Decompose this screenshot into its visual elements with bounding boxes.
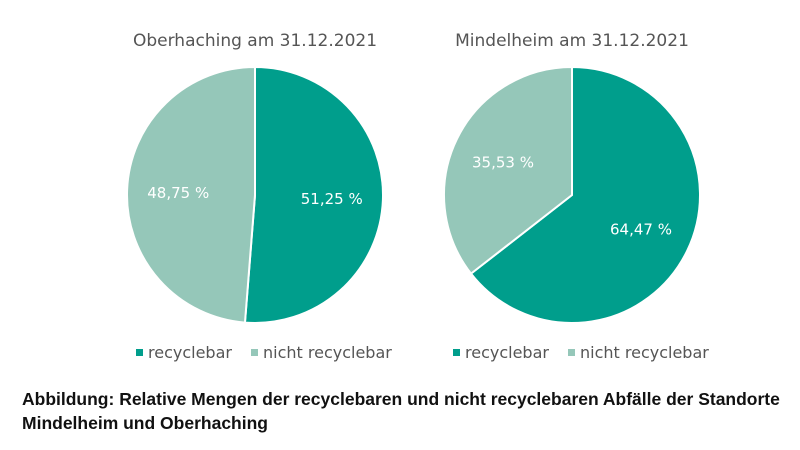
pie-slice-nicht-recyclebar xyxy=(443,65,573,276)
chart-title: Oberhaching am 31.12.2021 xyxy=(133,31,377,51)
legend-swatch xyxy=(453,349,460,356)
pie-slice-recyclebar xyxy=(469,65,701,324)
figure-caption: Abbildung: Relative Mengen der recycleba… xyxy=(22,389,780,433)
slice-label: 48,75 % xyxy=(147,184,209,202)
legend-swatch xyxy=(568,349,575,356)
slice-label: 51,25 % xyxy=(301,190,363,208)
slice-label: 64,47 % xyxy=(610,221,672,239)
legend-label: recyclebar xyxy=(465,343,549,362)
chart-title: Mindelheim am 31.12.2021 xyxy=(455,31,689,51)
pie-slice-recyclebar xyxy=(243,65,384,324)
legend-swatch xyxy=(136,349,143,356)
legend-label: nicht recyclebar xyxy=(263,343,392,362)
pie-charts: Oberhaching am 31.12.2021 51,25 % 48,75 % r… xyxy=(126,31,709,362)
legend-label: nicht recyclebar xyxy=(580,343,709,362)
legend-label: recyclebar xyxy=(148,343,232,362)
slice-label: 35,53 % xyxy=(472,153,534,171)
pie-slice-nicht-recyclebar xyxy=(126,65,256,324)
legend-swatch xyxy=(251,349,258,356)
